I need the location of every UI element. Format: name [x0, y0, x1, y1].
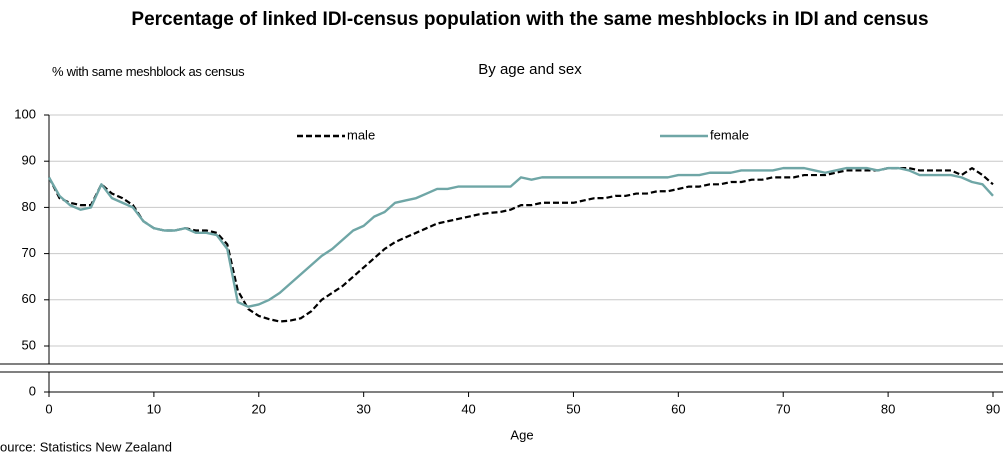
x-axis-label: Age [510, 427, 533, 442]
x-tick-label: 50 [566, 401, 580, 416]
y-axis-label: % with same meshblock as census [52, 64, 245, 79]
y-tick-label: 80 [22, 199, 36, 214]
x-tick-label: 70 [776, 401, 790, 416]
x-tick-label: 80 [881, 401, 895, 416]
y-tick-label: 70 [22, 245, 36, 260]
x-tick-label: 10 [147, 401, 161, 416]
series-line [48, 167, 994, 323]
series-line [47, 166, 994, 308]
x-tick-label: 40 [461, 401, 475, 416]
source-note: ource: Statistics New Zealand [0, 439, 172, 454]
chart-subtitle: By age and sex [478, 61, 582, 78]
x-tick-label: 90 [986, 401, 1000, 416]
y-tick-label: 90 [22, 153, 36, 168]
x-tick-label: 0 [45, 401, 52, 416]
y-tick-label: 100 [14, 106, 36, 121]
y-tick-label: 60 [22, 291, 36, 306]
legend-label: male [347, 127, 375, 142]
x-tick-label: 60 [671, 401, 685, 416]
y-tick-label: 50 [22, 337, 36, 352]
legend-label: female [710, 127, 749, 142]
x-tick-label: 20 [252, 401, 266, 416]
x-tick-label: 30 [356, 401, 370, 416]
chart-title: Percentage of linked IDI-census populati… [131, 9, 929, 30]
y-tick-label: 0 [29, 383, 36, 398]
